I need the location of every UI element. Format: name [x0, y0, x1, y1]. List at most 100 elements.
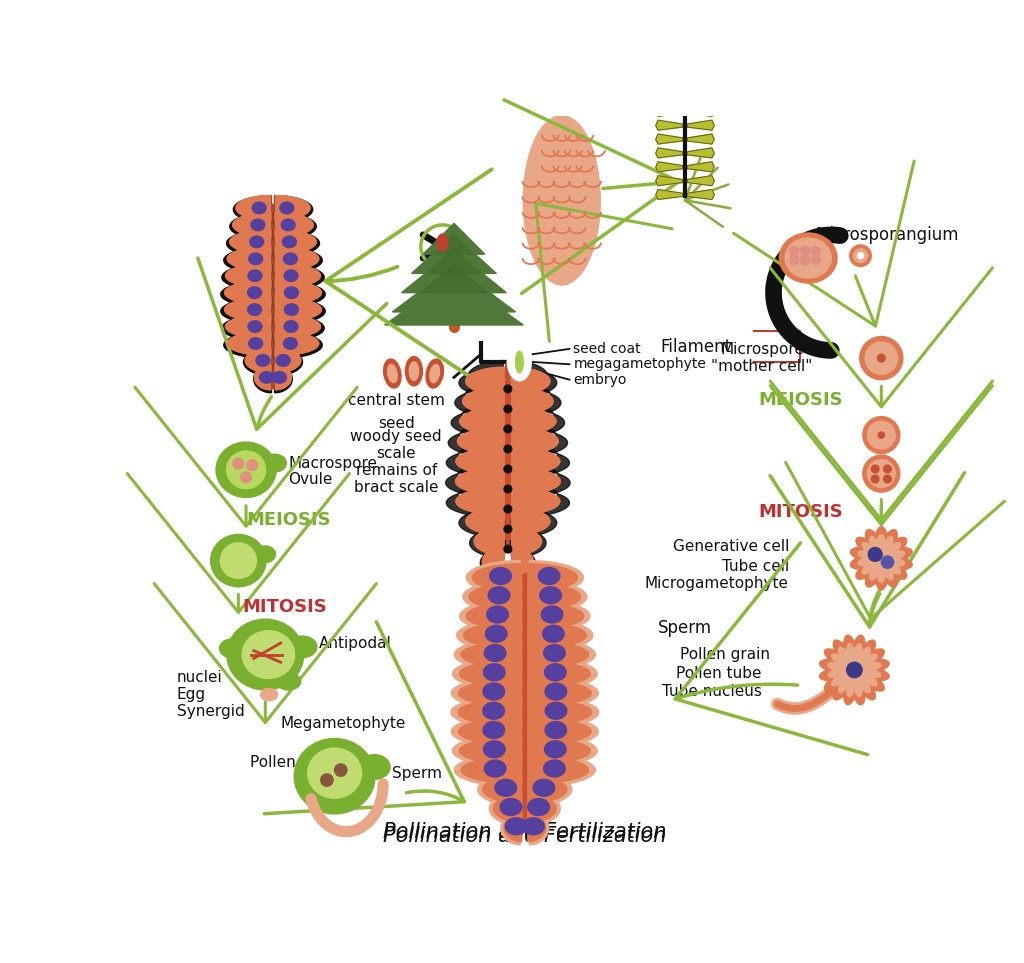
Circle shape	[504, 525, 512, 533]
Polygon shape	[227, 331, 270, 355]
Ellipse shape	[307, 748, 361, 798]
Circle shape	[504, 465, 512, 473]
Polygon shape	[528, 698, 592, 726]
Polygon shape	[222, 264, 271, 291]
Polygon shape	[385, 275, 523, 325]
Text: seed: seed	[378, 416, 415, 431]
Polygon shape	[225, 264, 270, 288]
Polygon shape	[858, 534, 904, 583]
Polygon shape	[237, 195, 270, 221]
Polygon shape	[529, 811, 549, 845]
Polygon shape	[255, 365, 270, 390]
Ellipse shape	[484, 760, 506, 777]
Circle shape	[871, 475, 879, 482]
Ellipse shape	[495, 779, 516, 796]
Polygon shape	[512, 428, 558, 455]
Circle shape	[811, 256, 820, 265]
Circle shape	[860, 336, 903, 379]
Polygon shape	[529, 772, 571, 806]
Circle shape	[871, 465, 879, 473]
Text: Microspore
"mother cell": Microspore "mother cell"	[712, 342, 813, 375]
Polygon shape	[510, 540, 536, 578]
Polygon shape	[501, 811, 520, 845]
Ellipse shape	[220, 543, 256, 579]
Ellipse shape	[267, 204, 279, 389]
Polygon shape	[528, 737, 590, 765]
Polygon shape	[512, 387, 553, 415]
Polygon shape	[512, 380, 561, 418]
Ellipse shape	[284, 270, 298, 281]
Polygon shape	[275, 298, 322, 322]
Polygon shape	[655, 162, 683, 171]
Polygon shape	[655, 106, 683, 117]
Polygon shape	[224, 280, 270, 305]
Polygon shape	[456, 487, 504, 515]
Polygon shape	[512, 487, 560, 515]
Polygon shape	[478, 772, 520, 806]
Polygon shape	[529, 638, 595, 671]
Ellipse shape	[486, 606, 508, 623]
Ellipse shape	[248, 287, 261, 299]
Polygon shape	[453, 657, 520, 690]
Polygon shape	[274, 264, 325, 291]
Ellipse shape	[540, 586, 561, 604]
Polygon shape	[482, 775, 521, 803]
Ellipse shape	[543, 625, 564, 642]
Text: Sperm: Sperm	[657, 618, 712, 637]
Polygon shape	[244, 348, 271, 376]
Polygon shape	[687, 92, 714, 102]
Text: nuclei: nuclei	[177, 670, 222, 685]
Circle shape	[863, 455, 900, 492]
Polygon shape	[472, 563, 521, 591]
Polygon shape	[459, 501, 504, 538]
Polygon shape	[512, 367, 550, 395]
Polygon shape	[528, 679, 591, 707]
Polygon shape	[528, 814, 546, 842]
Polygon shape	[655, 190, 683, 199]
Polygon shape	[511, 521, 546, 559]
Text: embryo: embryo	[573, 373, 627, 387]
Polygon shape	[528, 602, 584, 630]
Polygon shape	[229, 229, 270, 254]
Text: Generative cell: Generative cell	[673, 539, 788, 555]
Ellipse shape	[523, 116, 600, 285]
Ellipse shape	[260, 372, 273, 383]
Text: megagametophyte: megagametophyte	[573, 357, 707, 372]
Ellipse shape	[282, 220, 295, 231]
Circle shape	[801, 247, 810, 256]
Ellipse shape	[426, 359, 443, 388]
Ellipse shape	[248, 270, 262, 281]
Polygon shape	[275, 229, 316, 254]
Polygon shape	[512, 387, 553, 415]
Polygon shape	[529, 618, 593, 652]
Polygon shape	[529, 580, 587, 613]
Ellipse shape	[483, 683, 505, 700]
Polygon shape	[446, 441, 503, 479]
Polygon shape	[224, 298, 270, 322]
Polygon shape	[275, 280, 322, 305]
Polygon shape	[412, 235, 497, 273]
Polygon shape	[513, 481, 569, 518]
Polygon shape	[420, 265, 487, 293]
Polygon shape	[423, 223, 484, 254]
Polygon shape	[828, 643, 881, 696]
Polygon shape	[275, 213, 313, 237]
Polygon shape	[512, 548, 534, 575]
Ellipse shape	[489, 567, 511, 585]
Ellipse shape	[545, 741, 566, 758]
Circle shape	[884, 475, 891, 482]
Polygon shape	[237, 195, 270, 221]
Polygon shape	[455, 753, 520, 787]
Polygon shape	[528, 775, 567, 803]
Polygon shape	[458, 428, 504, 455]
Ellipse shape	[283, 236, 296, 247]
Polygon shape	[529, 676, 598, 710]
Polygon shape	[513, 421, 567, 458]
Polygon shape	[529, 560, 584, 594]
Ellipse shape	[226, 619, 304, 690]
Polygon shape	[451, 695, 520, 729]
Circle shape	[865, 342, 897, 375]
Text: MEIOSIS: MEIOSIS	[758, 392, 843, 409]
Ellipse shape	[484, 644, 506, 662]
Circle shape	[504, 445, 512, 453]
